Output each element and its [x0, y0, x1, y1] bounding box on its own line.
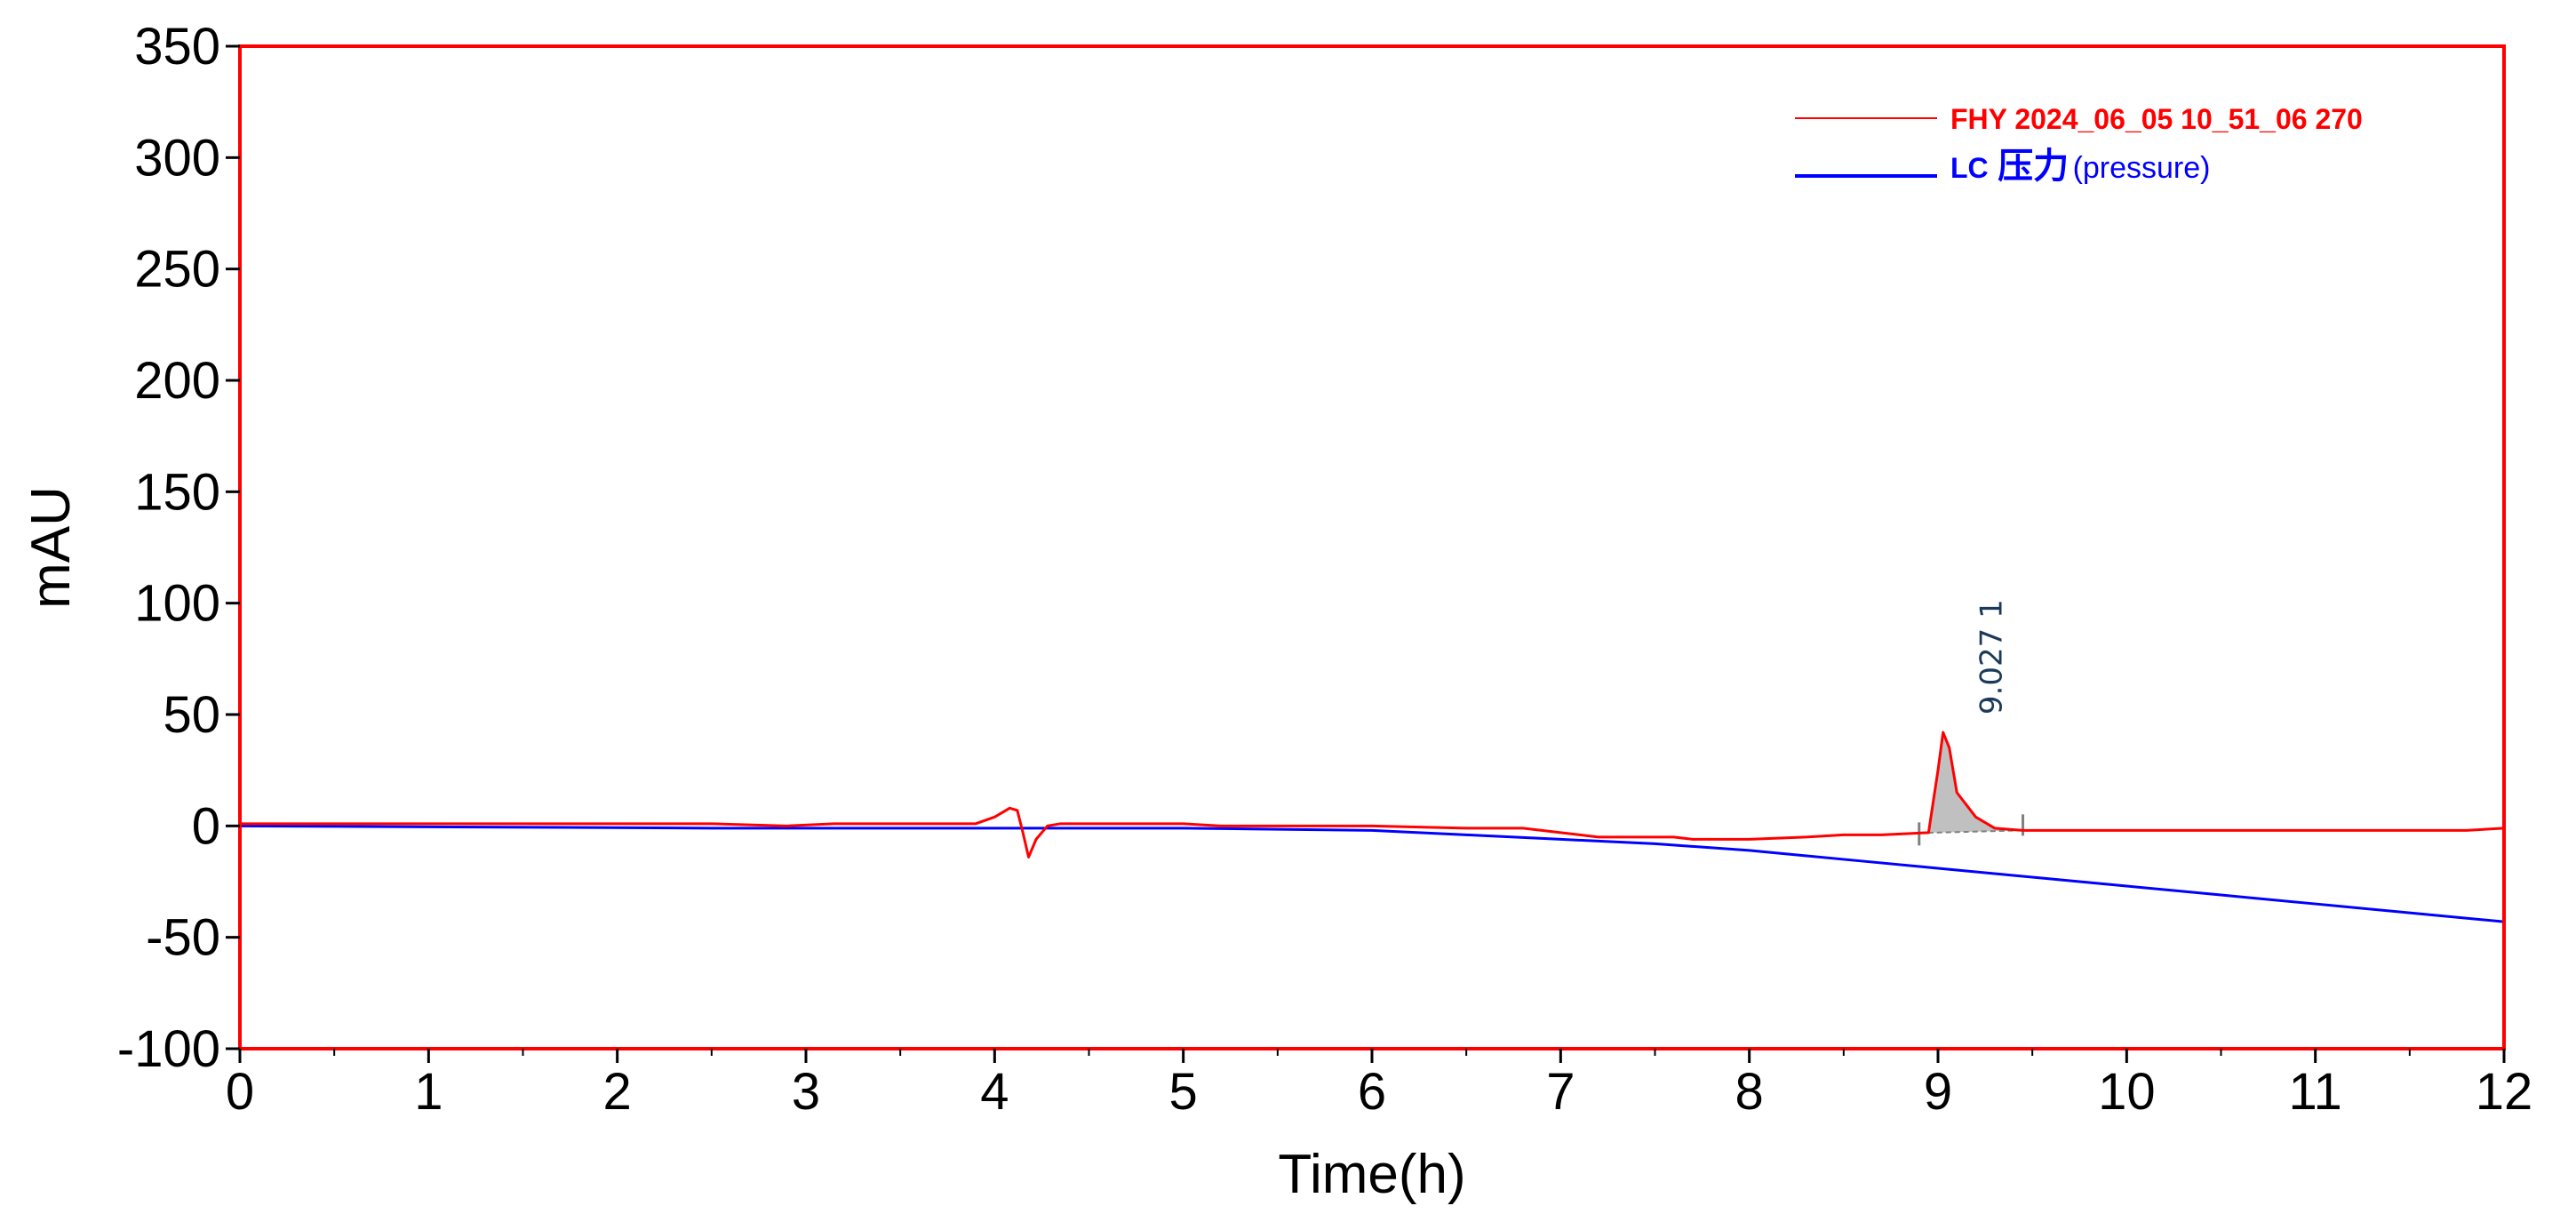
x-tick-label: 1 — [414, 1063, 443, 1121]
x-axis-title: Time(h) — [1278, 1144, 1465, 1205]
x-tick-label: 11 — [2289, 1063, 2342, 1121]
y-axis-title: mAU — [20, 486, 82, 609]
legend-pressure-cjk: 压力 — [1998, 147, 2069, 186]
y-axis-ticks: -100 -50 0 50 100 150 200 250 300 350 — [117, 18, 240, 1078]
y-tick-label: -50 — [146, 909, 220, 967]
x-tick-label: 7 — [1546, 1063, 1575, 1121]
y-tick-label: 200 — [134, 352, 220, 410]
x-tick-label: 5 — [1169, 1063, 1198, 1121]
y-tick-label: 300 — [134, 129, 220, 187]
x-tick-label: 9 — [1924, 1063, 1952, 1121]
legend-pressure-label: LC 压力 (pressure) — [1950, 147, 2211, 186]
series-layer — [239, 731, 2505, 923]
y-tick-label: 100 — [134, 575, 220, 633]
y-tick-label: -100 — [117, 1020, 220, 1078]
y-tick-label: 50 — [163, 686, 220, 744]
peak-area — [1918, 732, 2023, 834]
legend-pressure-suffix: (pressure) — [2073, 151, 2211, 185]
x-tick-label: 12 — [2476, 1063, 2533, 1121]
x-axis-ticks: 0 1 2 3 4 5 6 7 8 9 10 11 12 — [226, 1049, 2532, 1121]
x-tick-label: 0 — [226, 1063, 254, 1121]
y-tick-label: 0 — [192, 797, 220, 855]
peak-label: 9.027 1 — [1974, 599, 2010, 715]
x-tick-label: 4 — [980, 1063, 1009, 1121]
x-tick-label: 3 — [792, 1063, 820, 1121]
x-tick-label: 10 — [2098, 1063, 2156, 1121]
x-tick-label: 2 — [603, 1063, 632, 1121]
series-line-pressure — [239, 824, 2505, 923]
legend-pressure-prefix: LC — [1950, 152, 1989, 184]
y-tick-label: 150 — [134, 463, 220, 521]
legend-signal-label: FHY 2024_06_05 10_51_06 270 — [1950, 103, 2363, 135]
x-tick-label: 6 — [1358, 1063, 1386, 1121]
x-tick-label: 8 — [1735, 1063, 1764, 1121]
legend: FHY 2024_06_05 10_51_06 270 LC 压力 (press… — [1795, 103, 2363, 186]
y-tick-label: 250 — [134, 241, 220, 299]
y-tick-label: 350 — [134, 18, 220, 76]
series-line-signal — [240, 731, 2505, 859]
